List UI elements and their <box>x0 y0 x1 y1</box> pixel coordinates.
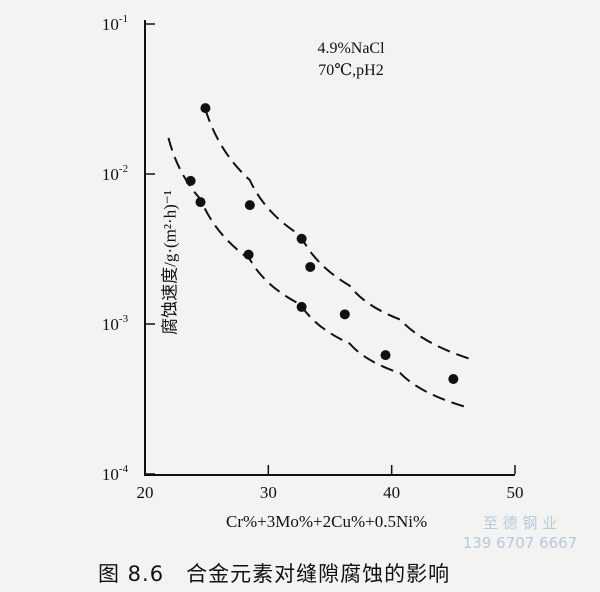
data-point <box>380 350 391 361</box>
watermark-name: 至 德 钢 业 <box>482 514 558 532</box>
annotation: 4.9%NaCl 70℃,pH2 <box>296 38 406 82</box>
data-point <box>200 103 211 114</box>
x-tick-label: 20 <box>137 483 154 502</box>
lower-bound-curve <box>167 137 466 408</box>
data-point <box>296 233 307 244</box>
y-tick-label: 10-1 <box>102 13 128 34</box>
y-tick-exponent: -3 <box>119 313 129 325</box>
figure-caption: 图 8.6 合金元素对缝隙腐蚀的影响 <box>98 562 451 586</box>
data-point <box>296 301 307 312</box>
y-tick-base: 10 <box>102 315 119 334</box>
y-tick-label: 10-2 <box>102 163 128 184</box>
data-point <box>448 373 459 384</box>
y-tick-base: 10 <box>102 15 119 34</box>
y-axis-label: 腐蚀速度/g·(m²·h)⁻¹ <box>160 190 180 335</box>
y-tick-exponent: -4 <box>119 463 129 475</box>
upper-bound-curve <box>204 109 473 361</box>
x-tick-label: 50 <box>507 483 524 502</box>
data-point <box>195 197 206 208</box>
annotation-line-1: 4.9%NaCl <box>317 40 385 57</box>
x-axis-label: Cr%+3Mo%+2Cu%+0.5Ni% <box>226 512 428 531</box>
annotation-line-2: 70℃,pH2 <box>318 62 384 79</box>
x-tick-label: 30 <box>260 483 277 502</box>
y-tick-label: 10-4 <box>102 463 129 484</box>
data-point <box>244 200 255 211</box>
x-tick-label: 40 <box>383 483 400 502</box>
y-tick-base: 10 <box>102 165 119 184</box>
y-tick-label: 10-3 <box>102 313 129 334</box>
watermark-phone: 139 6707 6667 <box>462 534 578 552</box>
data-point <box>243 249 254 260</box>
y-tick-exponent: -1 <box>119 13 128 25</box>
data-point <box>305 261 316 272</box>
y-tick-exponent: -2 <box>119 163 128 175</box>
data-point <box>185 175 196 186</box>
y-tick-base: 10 <box>102 465 119 484</box>
data-point <box>339 309 350 320</box>
